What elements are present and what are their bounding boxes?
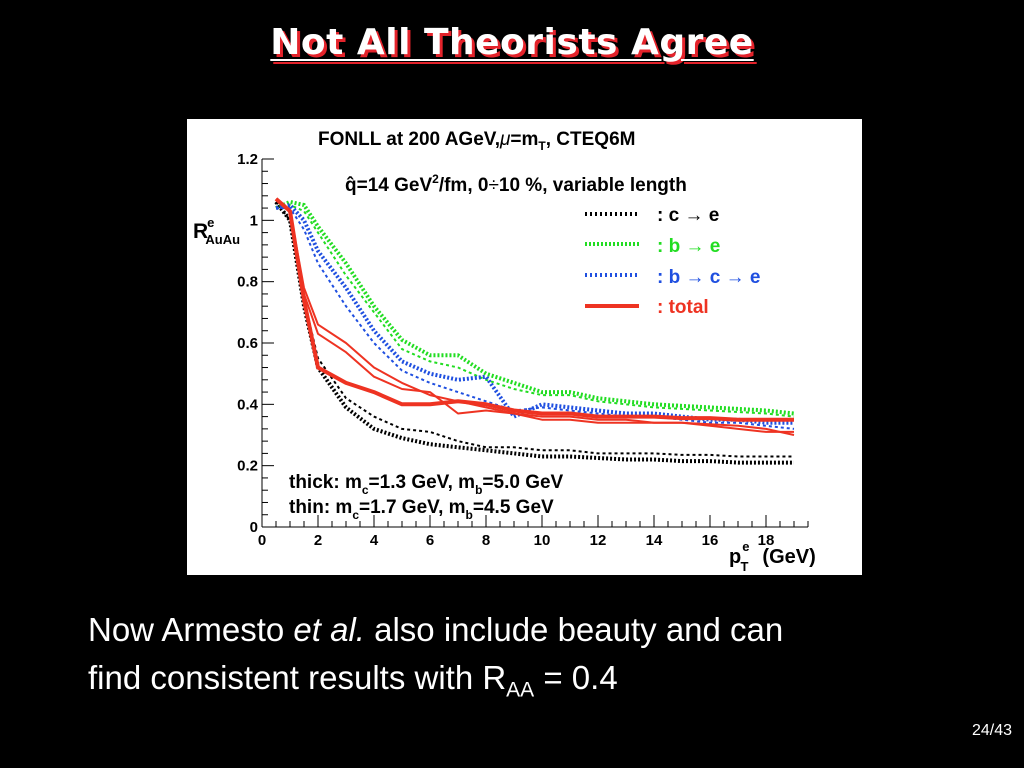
x-tick-label: 10 [534,532,551,549]
series-c-e-thick [274,200,794,465]
y-tick-label: 0.6 [237,335,258,352]
y-tick-label: 1.2 [237,151,258,168]
x-tick-label: 14 [646,532,663,549]
y-axis-label: Re AuAu [193,215,240,247]
x-tick-label: 12 [590,532,607,549]
x-tick-label: 4 [370,532,379,549]
caption-sub: AA [506,678,535,702]
plot-panel: FONLL at 200 AGeV,μ=mT, CTEQ6M q̂=14 GeV… [187,119,862,575]
series-total-thin [275,198,794,433]
legend-label-b-c-e: : b → c → e [657,267,760,288]
raa-chart: FONLL at 200 AGeV,μ=mT, CTEQ6M q̂=14 GeV… [193,129,816,574]
x-tick-label: 18 [758,532,775,549]
caption-italic: et al. [293,611,365,648]
chart-subtitle: q̂=14 GeV2/fm, 0÷10 %, variable length [345,172,687,196]
y-tick-label: 0 [250,519,258,536]
y-tick-label: 0.2 [237,458,258,475]
caption-tail: = 0.4 [534,659,618,696]
chart-legend: : c → e : b → e : b → c → e : total [585,205,760,318]
x-tick-label: 8 [482,532,490,549]
annotation-thick: thick: mc=1.3 GeV, mb=5.0 GeV [289,472,564,497]
legend-label-c-e: : c → e [657,205,719,226]
x-tick-label: 2 [314,532,322,549]
caption-mid: also include beauty and can [364,611,784,648]
y-tick-label: 1 [250,212,258,229]
series-b-e-thin [275,204,795,418]
y-tick-label: 0.4 [237,396,259,413]
legend-label-total: : total [657,297,709,318]
x-tick-label: 6 [426,532,434,549]
slide-caption: Now Armesto et al. also include beauty a… [88,606,968,702]
legend-label-b-e: : b → e [657,236,720,257]
caption-line2: find consistent results with R [88,659,507,696]
series-total-thick [274,197,794,422]
page-number: 24/43 [971,722,1012,739]
y-tick-label: 0.8 [237,274,258,291]
series-b-e-thick [275,199,795,416]
x-tick-label: 0 [258,532,266,549]
series-b-c-e-thick [275,203,794,425]
caption-lead: Now Armesto [88,611,294,648]
x-axis-label: pe T (GeV) [729,539,816,574]
annotation-thin: thin: mc=1.7 GeV, mb=4.5 GeV [289,497,554,522]
slide-title: Not All Theorists Agree [270,22,754,63]
chart-title: FONLL at 200 AGeV,μ=mT, CTEQ6M [318,129,635,153]
x-tick-label: 16 [702,532,719,549]
